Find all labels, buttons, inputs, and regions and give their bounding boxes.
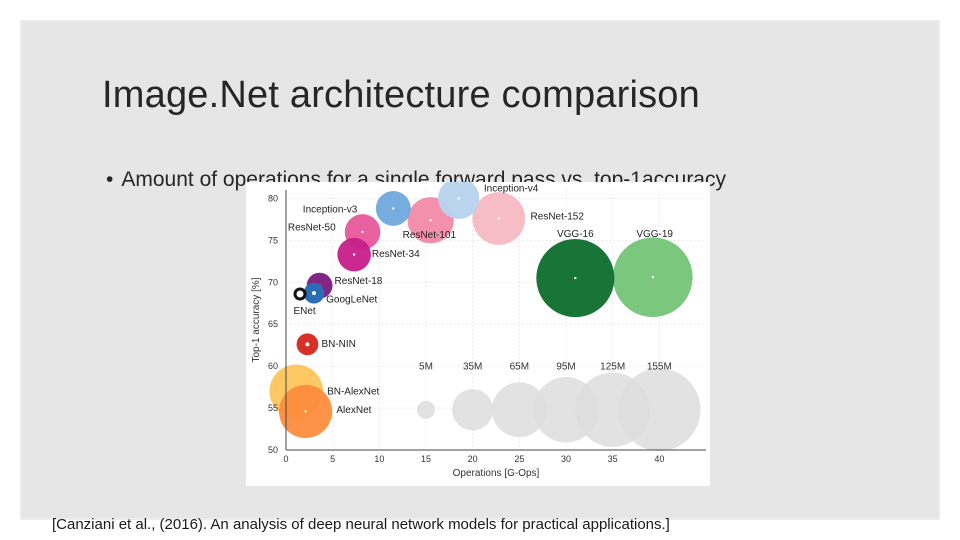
point-label-resnet-34: ResNet-34 [372, 249, 420, 260]
size-legend-label-5M: 5M [419, 361, 433, 372]
point-label-enet: ENet [293, 306, 315, 317]
x-tick-label-15: 15 [421, 454, 431, 464]
bubble-center-resnet-50 [361, 230, 364, 234]
x-tick-label-10: 10 [374, 454, 384, 464]
size-legend-bubble-65M [491, 382, 547, 438]
x-tick-label-20: 20 [468, 454, 478, 464]
citation: [Canziani et al., (2016). An analysis of… [52, 516, 670, 533]
bubble-center-resnet-34 [352, 253, 356, 256]
size-legend-label-35M: 35M [463, 361, 482, 372]
x-tick-label-35: 35 [608, 454, 618, 464]
x-tick-label-5: 5 [330, 454, 335, 464]
x-tick-label-25: 25 [514, 454, 524, 464]
size-legend-bubble-5M [416, 400, 436, 419]
bubble-center-googlenet [312, 291, 316, 296]
bubble-enet [293, 287, 307, 301]
size-legend-bubble-155M [618, 368, 701, 451]
bubble-center-vgg-19 [651, 276, 654, 279]
bubble-center-alexnet [304, 410, 307, 413]
bubble-center-inception-v3 [392, 207, 395, 210]
size-legend-bubble-35M [452, 389, 494, 431]
size-legend-label-125M: 125M [600, 361, 625, 372]
x-tick-label-40: 40 [654, 454, 664, 464]
point-label-inception-v4: Inception-v4 [484, 184, 539, 195]
bubble-center-resnet-101 [429, 218, 432, 222]
point-label-alexnet: AlexNet [336, 405, 371, 416]
x-axis-title: Operations [G-Ops] [453, 468, 540, 479]
y-tick-label-75: 75 [268, 235, 278, 245]
point-label-bn-alexnet: BN-AlexNet [327, 387, 379, 398]
point-label-vgg-19: VGG-19 [636, 229, 673, 240]
y-tick-label-70: 70 [268, 277, 278, 287]
y-tick-label-55: 55 [268, 403, 278, 413]
y-tick-label-65: 65 [268, 319, 278, 329]
point-label-inception-v3: Inception-v3 [303, 205, 358, 216]
y-axis-title: Top-1 accuracy [%] [251, 277, 262, 362]
bubble-inception-v4 [438, 182, 480, 220]
chart-panel: 5M 35M 65M 95M 125M 155M Inception-v4 Inception… [246, 182, 710, 486]
scatter-chart: 5M 35M 65M 95M 125M 155M Inception-v4 Inception… [251, 182, 706, 479]
size-legend-label-155M: 155M [647, 361, 672, 372]
point-label-resnet-18: ResNet-18 [335, 276, 383, 287]
bubble-center-vgg-16 [574, 276, 577, 280]
bubble-center-inception-v4 [457, 197, 460, 200]
point-label-vgg-16: VGG-16 [557, 229, 594, 240]
point-label-googlenet: GoogLeNet [326, 294, 377, 305]
y-tick-label-60: 60 [268, 361, 278, 371]
x-tick-label-30: 30 [561, 454, 571, 464]
x-tick-label-0: 0 [283, 454, 288, 464]
slide-title: Image.Net architecture comparison [102, 74, 700, 116]
bubble-center-bn-nin [305, 342, 310, 347]
y-tick-label-80: 80 [268, 193, 278, 203]
point-label-resnet-101: ResNet-101 [403, 230, 457, 241]
y-tick-label-50: 50 [268, 445, 278, 455]
bullet-marker: • [106, 168, 114, 191]
size-legend-label-65M: 65M [510, 361, 529, 372]
bubble-center-resnet-152 [497, 217, 500, 220]
point-label-resnet-50: ResNet-50 [288, 222, 336, 233]
point-label-resnet-152: ResNet-152 [531, 211, 585, 222]
size-legend-label-95M: 95M [556, 361, 575, 372]
point-label-bn-nin: BN-NIN [321, 339, 355, 350]
